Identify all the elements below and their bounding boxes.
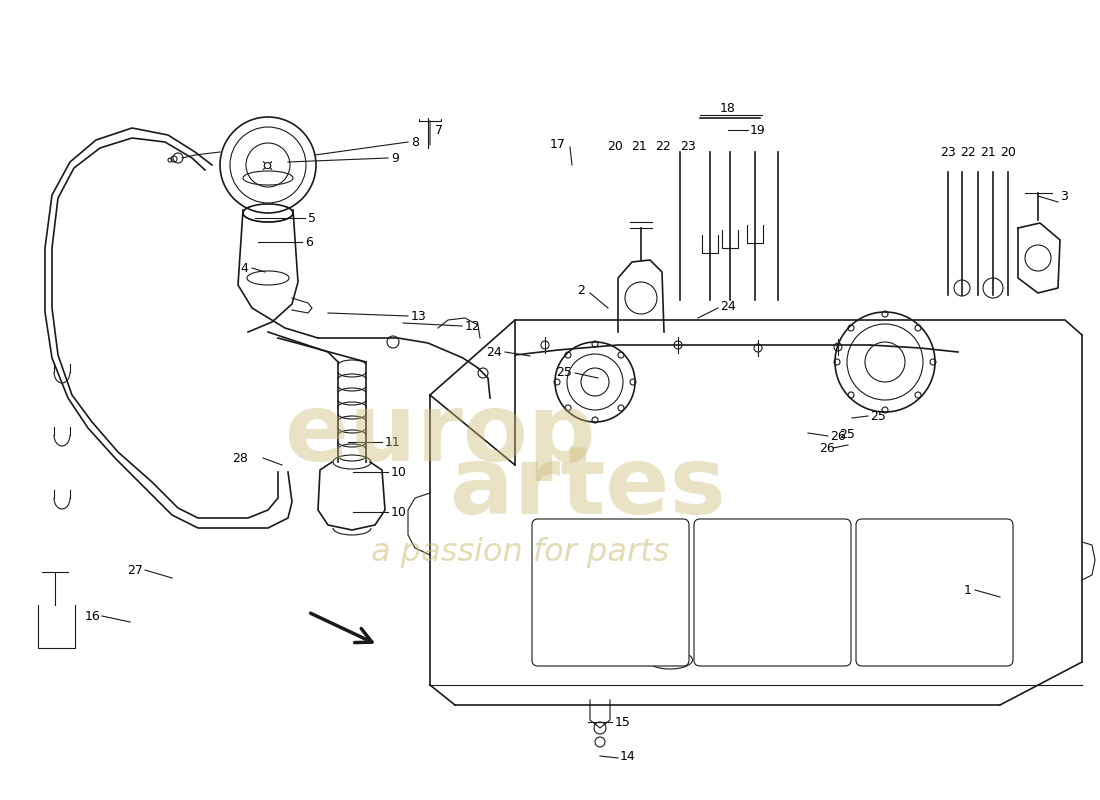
- Text: 9: 9: [390, 151, 399, 165]
- Text: 4: 4: [240, 262, 248, 274]
- Text: 14: 14: [620, 750, 636, 762]
- Text: 21: 21: [631, 141, 647, 154]
- Text: 21: 21: [980, 146, 996, 158]
- Text: 25: 25: [870, 410, 886, 422]
- Text: 28: 28: [232, 451, 248, 465]
- Text: 15: 15: [615, 715, 631, 729]
- Text: $⛽$: $⛽$: [262, 156, 274, 174]
- Text: 24: 24: [486, 346, 502, 358]
- Text: 24: 24: [720, 299, 736, 313]
- FancyBboxPatch shape: [856, 519, 1013, 666]
- Text: 12: 12: [465, 319, 481, 333]
- Text: 10: 10: [390, 506, 407, 518]
- Text: 26: 26: [830, 430, 846, 442]
- Text: 23: 23: [680, 141, 695, 154]
- Text: 19: 19: [750, 123, 766, 137]
- Text: 2: 2: [578, 283, 585, 297]
- Text: a passion for parts: a passion for parts: [371, 537, 669, 567]
- Text: 26: 26: [820, 442, 835, 454]
- Text: 7: 7: [434, 123, 443, 137]
- Text: artes: artes: [450, 442, 726, 534]
- Text: 5: 5: [308, 211, 316, 225]
- Text: 1: 1: [964, 583, 972, 597]
- FancyBboxPatch shape: [694, 519, 851, 666]
- Text: 20: 20: [607, 141, 623, 154]
- Text: 25: 25: [557, 366, 572, 379]
- Text: 20: 20: [1000, 146, 1016, 158]
- Text: 6: 6: [305, 235, 312, 249]
- Text: 13: 13: [411, 310, 427, 322]
- Text: 25: 25: [839, 429, 855, 442]
- Text: 17: 17: [550, 138, 566, 150]
- Text: 3: 3: [1060, 190, 1068, 202]
- Text: 18: 18: [720, 102, 736, 114]
- Text: europ: europ: [285, 389, 595, 481]
- Text: 11: 11: [385, 435, 400, 449]
- Text: 23: 23: [940, 146, 956, 158]
- FancyBboxPatch shape: [532, 519, 689, 666]
- Text: 22: 22: [960, 146, 976, 158]
- Text: 27: 27: [128, 563, 143, 577]
- Text: 16: 16: [85, 610, 100, 622]
- Text: 22: 22: [654, 141, 671, 154]
- Text: 10: 10: [390, 466, 407, 478]
- Text: 8: 8: [411, 135, 419, 149]
